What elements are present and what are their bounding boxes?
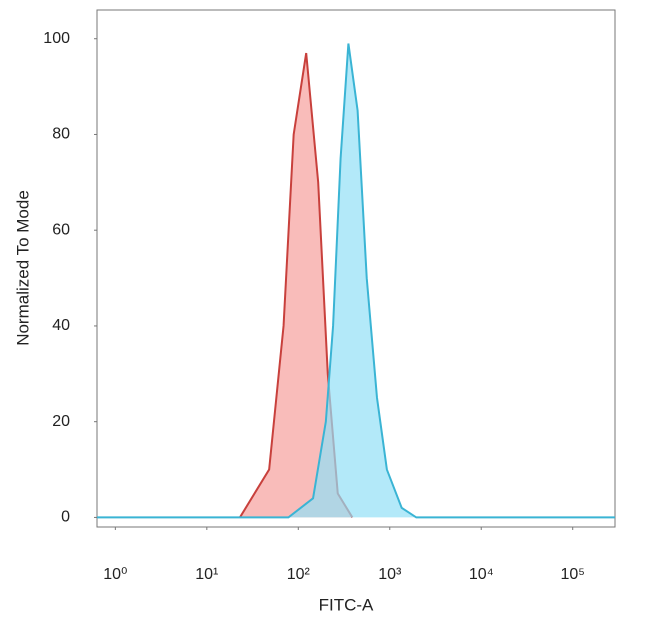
area-line (97, 43, 615, 519)
y-tick-label: 40 (52, 317, 70, 334)
y-axis-label: Normalized To Mode (13, 190, 32, 346)
x-tick-label: 10¹ (195, 566, 218, 583)
x-tick-label: 10⁴ (469, 566, 494, 583)
plot-frame (96, 9, 616, 528)
area-fill (239, 53, 353, 518)
x-axis-label: FITC-A (319, 595, 374, 614)
y-tick-label: 60 (52, 221, 70, 238)
y-tick-label: 80 (52, 126, 70, 143)
x-tick-label: 10² (287, 566, 311, 583)
x-tick-label: 10³ (378, 566, 402, 583)
y-tick-label: 0 (61, 509, 70, 526)
y-tick-label: 20 (52, 413, 70, 430)
x-tick-label: 10⁰ (103, 566, 127, 583)
x-tick-label: 10⁵ (560, 566, 584, 583)
y-tick-label: 100 (43, 30, 70, 47)
area-fill (97, 43, 615, 518)
